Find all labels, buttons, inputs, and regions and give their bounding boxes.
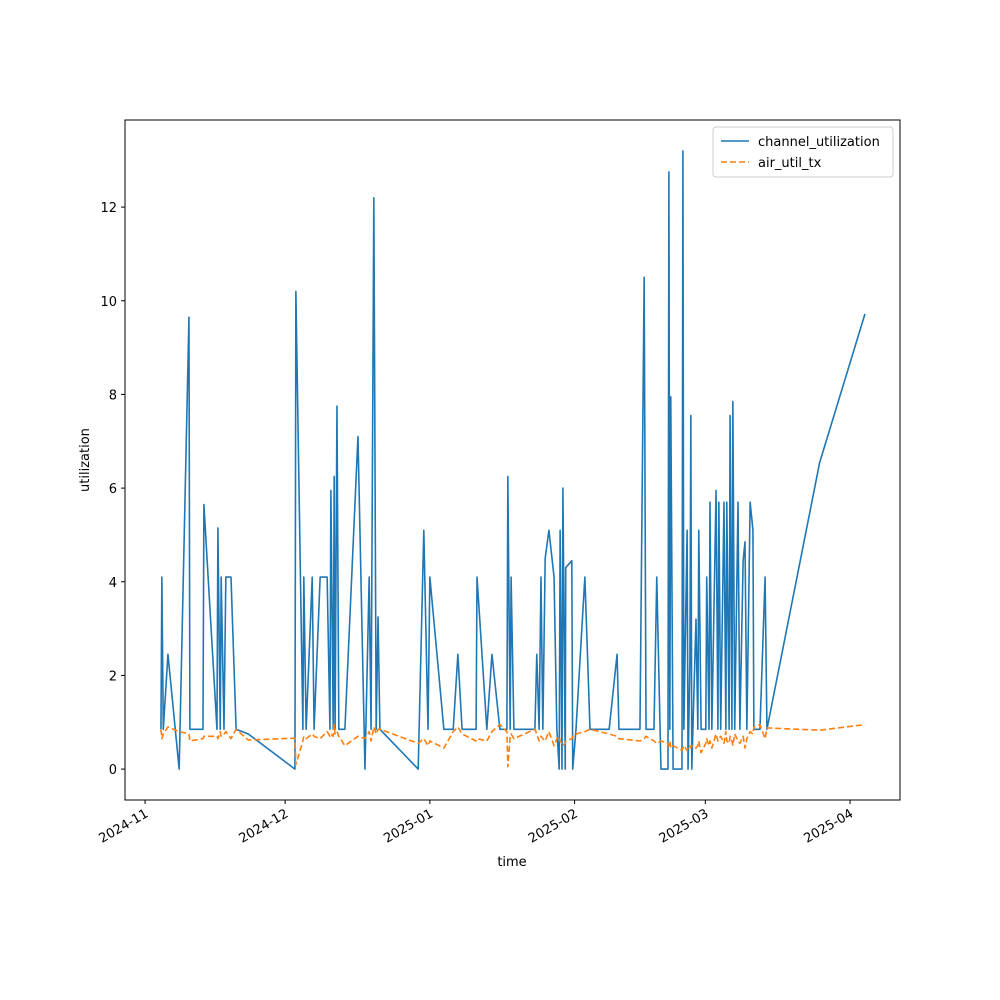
x-tick-label: 2025-01 bbox=[381, 806, 436, 846]
x-axis-label: time bbox=[497, 855, 526, 870]
y-tick-label: 2 bbox=[109, 669, 117, 684]
y-tick-label: 0 bbox=[109, 763, 117, 778]
y-tick-label: 6 bbox=[109, 482, 117, 497]
y-tick-label: 10 bbox=[100, 295, 117, 310]
x-tick-label: 2025-02 bbox=[526, 806, 581, 846]
legend-label: channel_utilization bbox=[758, 135, 880, 150]
legend-frame bbox=[712, 126, 894, 178]
y-axis-label: utilization bbox=[78, 428, 93, 492]
plot-frame bbox=[124, 119, 901, 801]
legend-label: air_util_tx bbox=[758, 156, 822, 171]
y-tick-label: 4 bbox=[109, 576, 117, 591]
x-tick-label: 2025-03 bbox=[657, 806, 712, 846]
x-tick-label: 2024-12 bbox=[237, 806, 292, 846]
series-line bbox=[160, 150, 866, 770]
x-tick-label: 2025-04 bbox=[801, 806, 856, 846]
y-tick-label: 12 bbox=[100, 201, 117, 216]
series-line bbox=[160, 723, 866, 768]
x-tick-label: 2024-11 bbox=[97, 806, 152, 846]
y-tick-label: 8 bbox=[109, 388, 117, 403]
